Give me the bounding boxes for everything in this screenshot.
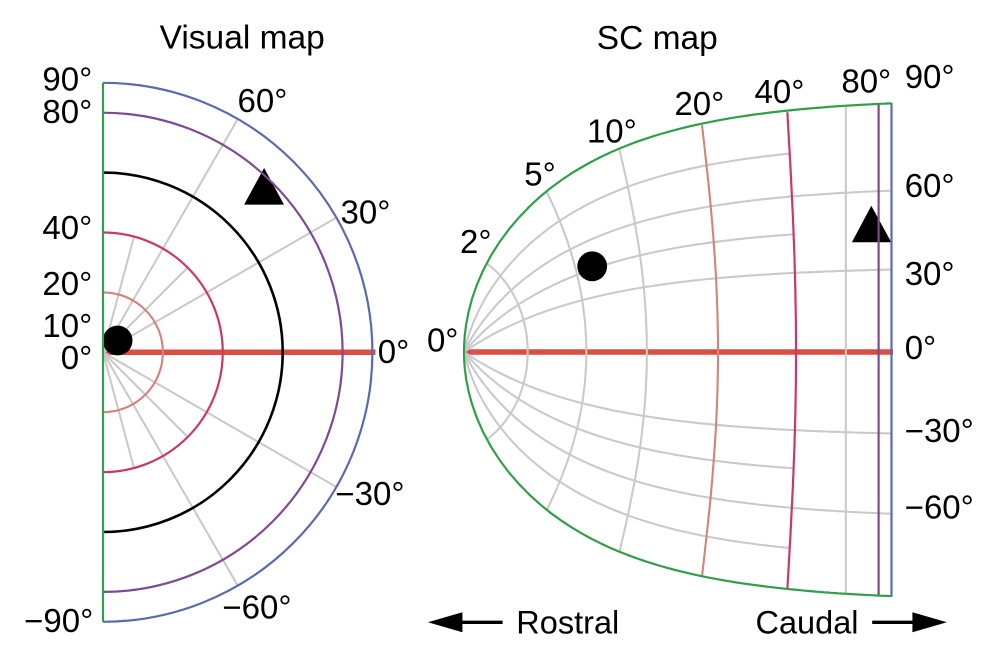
svg-text:60°: 60° [905,167,955,204]
svg-text:80°: 80° [841,63,891,100]
svg-text:0°: 0° [61,339,93,376]
svg-text:−30°: −30° [905,412,974,449]
svg-text:80°: 80° [42,93,92,130]
svg-text:60°: 60° [238,82,288,119]
svg-text:0°: 0° [378,333,410,370]
svg-text:10°: 10° [587,112,637,149]
svg-text:−30°: −30° [335,475,404,512]
svg-text:0°: 0° [427,322,459,359]
svg-text:20°: 20° [674,85,724,122]
svg-text:30°: 30° [341,194,391,231]
svg-text:40°: 40° [755,73,805,110]
svg-text:30°: 30° [905,255,955,292]
svg-text:SC map: SC map [597,20,718,57]
svg-text:Caudal: Caudal [756,605,859,641]
svg-text:20°: 20° [42,265,92,302]
svg-text:10°: 10° [42,307,92,344]
svg-text:2°: 2° [460,223,492,260]
svg-text:−60°: −60° [222,589,291,626]
svg-text:−60°: −60° [905,489,974,526]
svg-text:Visual map: Visual map [160,20,325,57]
svg-text:40°: 40° [42,209,92,246]
svg-text:90°: 90° [42,60,92,97]
svg-text:Rostral: Rostral [516,605,619,641]
svg-text:90°: 90° [905,58,955,95]
svg-text:5°: 5° [524,156,556,193]
svg-text:0°: 0° [905,329,937,366]
svg-text:−90°: −90° [24,602,93,639]
